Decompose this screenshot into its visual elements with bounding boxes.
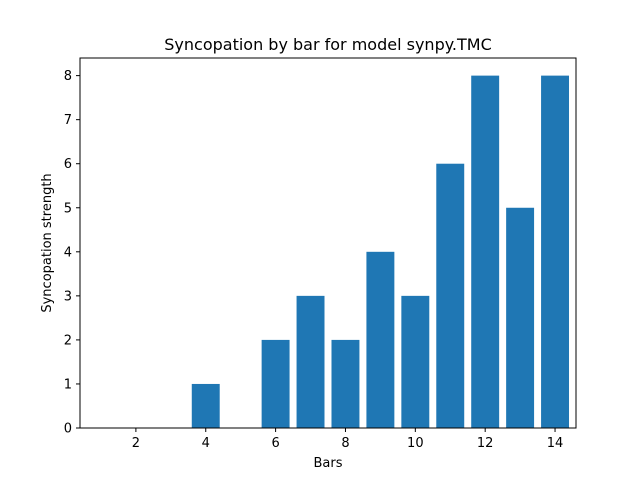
y-tick-label: 8 — [64, 69, 72, 84]
x-tick-label: 14 — [547, 436, 564, 451]
bar-8 — [331, 339, 360, 428]
bar-9 — [366, 251, 395, 428]
y-axis-label: Syncopation strength — [40, 173, 55, 312]
y-tick-label: 4 — [64, 245, 72, 260]
bar-11 — [436, 163, 465, 428]
bar-10 — [401, 295, 430, 428]
bar-6 — [261, 339, 290, 428]
bar-7 — [296, 295, 325, 428]
y-tick-label: 0 — [64, 422, 72, 437]
y-tick-label: 2 — [64, 333, 72, 348]
x-axis-label: Bars — [313, 456, 342, 471]
x-tick-label: 10 — [407, 436, 424, 451]
x-tick-label: 4 — [202, 436, 210, 451]
y-tick-label: 7 — [64, 113, 72, 128]
x-tick-label: 12 — [477, 436, 494, 451]
y-axis-ticks: 0 1 2 3 4 5 6 7 8 — [64, 69, 80, 437]
x-tick-label: 6 — [271, 436, 279, 451]
bar-14 — [541, 75, 570, 429]
x-tick-label: 2 — [132, 436, 140, 451]
chart-title: Syncopation by bar for model synpy.TMC — [164, 35, 492, 54]
bar-4 — [191, 383, 220, 428]
y-tick-label: 5 — [64, 201, 72, 216]
y-tick-label: 6 — [64, 157, 72, 172]
bar-12 — [471, 75, 500, 429]
bar-13 — [506, 207, 535, 428]
plot-frame — [79, 57, 577, 429]
x-axis-ticks: 2 4 6 8 10 12 14 — [132, 428, 564, 451]
y-tick-label: 1 — [64, 377, 72, 392]
bars-group — [191, 75, 570, 429]
x-tick-label: 8 — [341, 436, 349, 451]
y-tick-label: 3 — [64, 289, 72, 304]
